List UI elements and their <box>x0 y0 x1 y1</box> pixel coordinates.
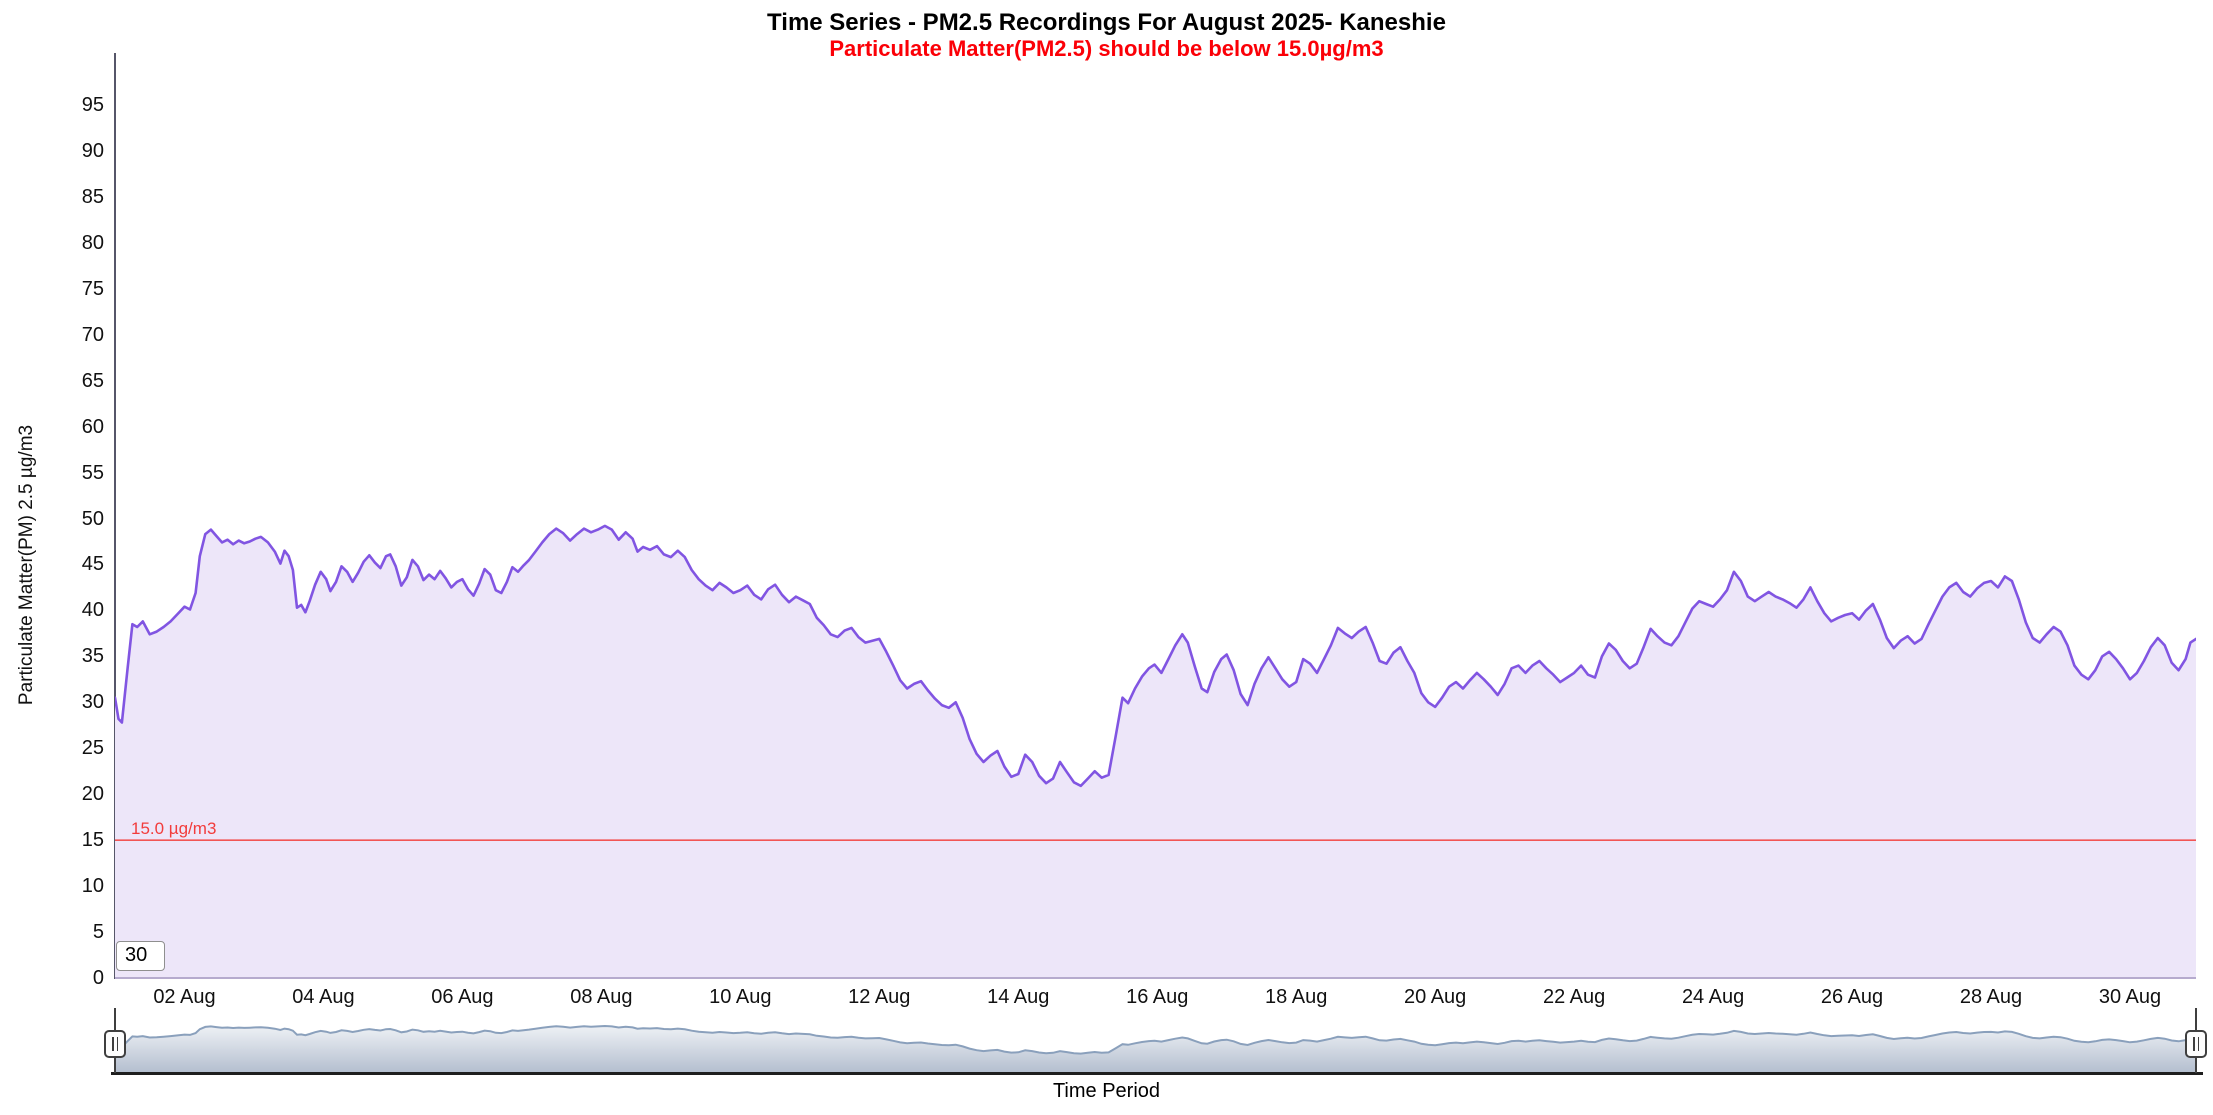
y-tick-label: 0 <box>92 967 104 989</box>
x-tick-label: 08 Aug <box>570 986 633 1008</box>
x-axis-line <box>115 977 2196 979</box>
y-tick-label: 15 <box>81 829 104 852</box>
y-tick-label: 70 <box>81 323 104 346</box>
y-axis-line <box>114 53 116 979</box>
navigator[interactable] <box>115 1010 2196 1074</box>
x-axis-title: Time Period <box>1052 1080 1161 1102</box>
x-tick-label: 10 Aug <box>709 986 772 1008</box>
x-tick-label: 04 Aug <box>292 986 355 1008</box>
x-tick-label: 30 Aug <box>2098 986 2162 1008</box>
y-tick-label: 95 <box>81 94 104 116</box>
y-tick-label: 55 <box>81 461 104 484</box>
x-tick-label: 20 Aug <box>1404 986 1467 1008</box>
x-tick-label: 16 Aug <box>1126 986 1189 1008</box>
x-tick-label: 26 Aug <box>1820 986 1884 1008</box>
y-tick-label: 60 <box>81 415 104 438</box>
y-tick-label: 50 <box>81 507 104 530</box>
x-tick-label: 14 Aug <box>987 986 1050 1008</box>
y-tick-label: 25 <box>81 737 104 760</box>
handle-grip-icon <box>116 1037 118 1051</box>
x-tick-label: 28 Aug <box>1959 986 2023 1008</box>
y-tick-label: 80 <box>81 231 104 254</box>
y-tick-label: 40 <box>81 599 104 622</box>
navigator-left-handle[interactable] <box>104 1030 126 1058</box>
range-value: 30 <box>125 944 148 966</box>
range-value-box[interactable]: 30 <box>116 941 165 971</box>
navigator-right-handle[interactable] <box>2185 1030 2207 1058</box>
x-tick-label: 02 Aug <box>153 986 216 1008</box>
handle-grip-icon <box>2197 1037 2199 1051</box>
x-tick-label: 12 Aug <box>848 986 911 1008</box>
y-tick-label: 85 <box>81 185 104 208</box>
pm25-series-line[interactable] <box>115 524 2196 788</box>
navigator-series-area <box>115 1026 2196 1074</box>
x-tick-label: 22 Aug <box>1542 986 1606 1008</box>
y-tick-label: 90 <box>81 139 104 162</box>
threshold-label: 15.0 µg/m3 <box>131 819 217 838</box>
handle-grip-icon <box>2193 1037 2195 1051</box>
x-tick-label: 06 Aug <box>431 986 494 1008</box>
handle-grip-icon <box>112 1037 114 1051</box>
x-tick-label: 24 Aug <box>1681 986 1745 1008</box>
y-tick-label: 65 <box>81 369 104 392</box>
chart-title: Time Series - PM2.5 Recordings For Augus… <box>767 9 1446 36</box>
y-tick-label: 75 <box>81 277 104 300</box>
pm25-series-area <box>115 525 2196 978</box>
navigator-series-line <box>115 1024 2196 1055</box>
y-tick-label: 10 <box>81 875 104 898</box>
y-tick-label: 5 <box>92 921 104 944</box>
x-tick-label: 18 Aug <box>1265 986 1328 1008</box>
chart-subtitle: Particulate Matter(PM2.5) should be belo… <box>829 36 1384 61</box>
navigator-bottom-border <box>111 1072 2203 1075</box>
y-tick-label: 20 <box>81 783 104 806</box>
y-tick-label: 30 <box>81 691 104 714</box>
y-tick-label: 35 <box>81 645 104 668</box>
plot-area[interactable] <box>115 53 2196 978</box>
y-tick-label: 45 <box>81 553 104 576</box>
